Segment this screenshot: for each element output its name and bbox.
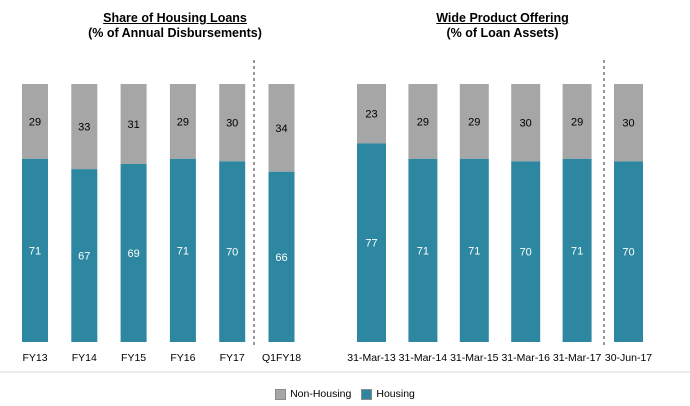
left-category-label-1: FY14 [72,352,97,364]
right-label-housing-5: 70 [622,247,634,259]
left-bar-housing-3 [169,158,196,342]
right-chart-subtitle: (% of Loan Assets) [446,26,559,40]
right-category-label-1: 31-Mar-14 [399,352,448,364]
right-bar-non-housing-2 [459,84,489,159]
left-label-housing-1: 67 [78,251,90,263]
legend-swatch-housing [361,388,373,400]
left-bar-housing-0 [22,158,48,342]
left-bar-non-housing-1 [71,84,98,170]
left-bar-non-housing-3 [169,84,196,159]
right-label-housing-2: 71 [468,245,480,257]
left-category-label-3: FY16 [170,352,195,364]
right-label-non-housing-1: 29 [417,116,429,128]
right-label-housing-1: 71 [417,245,429,257]
left-label-housing-3: 71 [177,245,189,257]
left-label-non-housing-3: 29 [177,116,189,128]
right-label-non-housing-4: 29 [571,116,583,128]
right-label-non-housing-0: 23 [365,109,377,121]
left-category-label-5: Q1FY18 [262,352,301,364]
legend-item-housing: Housing [361,388,415,400]
left-label-housing-4: 70 [226,247,238,259]
left-bar-housing-5 [268,171,295,342]
right-bar-non-housing-1 [408,84,438,159]
left-category-label-4: FY17 [220,352,245,364]
left-bar-housing-2 [120,163,147,342]
left-label-non-housing-0: 29 [29,116,41,128]
right-chart-title: Wide Product Offering (% of Loan Assets) [345,11,660,41]
legend-label-housing: Housing [376,388,415,400]
right-label-non-housing-3: 30 [520,118,532,130]
left-bar-non-housing-0 [22,84,48,159]
legend-swatch-non-housing [275,388,287,400]
right-category-label-3: 31-Mar-16 [501,352,550,364]
left-label-non-housing-4: 30 [226,118,238,130]
legend: Non-Housing Housing [0,388,690,400]
right-bar-housing-5 [614,161,643,342]
left-label-non-housing-1: 33 [78,122,90,134]
left-label-non-housing-2: 31 [127,119,139,131]
right-category-label-0: 31-Mar-13 [347,352,396,364]
right-label-non-housing-2: 29 [468,116,480,128]
left-category-label-2: FY15 [121,352,146,364]
right-bar-housing-3 [511,161,541,342]
right-label-non-housing-5: 30 [622,118,634,130]
left-bar-non-housing-5 [268,84,295,172]
right-category-label-4: 31-Mar-17 [553,352,602,364]
legend-label-non-housing: Non-Housing [290,388,352,400]
left-bar-non-housing-4 [219,84,246,162]
left-chart-subtitle: (% of Annual Disbursements) [88,26,262,40]
left-category-label-0: FY13 [22,352,47,364]
right-bar-non-housing-0 [357,84,386,144]
right-label-housing-4: 71 [571,245,583,257]
right-bar-housing-1 [408,158,438,342]
right-label-housing-0: 77 [365,238,377,250]
right-label-housing-3: 70 [520,247,532,259]
left-label-housing-0: 71 [29,245,41,257]
legend-item-non-housing: Non-Housing [275,388,351,400]
right-category-label-2: 31-Mar-15 [450,352,499,364]
right-category-label-5: 30-Jun-17 [605,352,652,364]
right-chart-title-text: Wide Product Offering [436,11,569,25]
left-bar-housing-4 [219,161,246,342]
right-bar-non-housing-4 [562,84,592,159]
left-chart-title: Share of Housing Loans (% of Annual Disb… [20,11,330,41]
right-bar-non-housing-5 [614,84,643,162]
left-chart-title-text: Share of Housing Loans [103,11,247,25]
right-bar-non-housing-3 [511,84,541,162]
left-label-housing-5: 66 [275,252,287,264]
left-label-housing-2: 69 [127,248,139,260]
left-bar-non-housing-2 [120,84,147,164]
right-bar-housing-4 [562,158,592,342]
right-bar-housing-0 [357,143,386,342]
left-label-non-housing-5: 34 [275,123,287,135]
right-bar-housing-2 [459,158,489,342]
left-bar-housing-1 [71,169,98,342]
